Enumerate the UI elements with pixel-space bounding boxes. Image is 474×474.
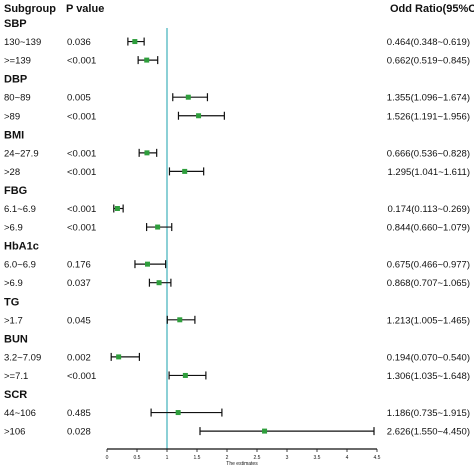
point-estimate (175, 410, 181, 416)
p-value: <0.001 (67, 371, 96, 382)
subgroup-label: 6.0~6.9 (4, 260, 36, 271)
or-ci-label: 0.666(0.536~0.828) (387, 148, 470, 159)
x-axis-label: The estimates (226, 461, 258, 467)
group-label: TG (4, 296, 19, 308)
group-label: BMI (4, 129, 24, 141)
or-ci-label: 0.844(0.660~1.079) (387, 223, 470, 234)
subgroup-label: 24~27.9 (4, 148, 39, 159)
subgroup-label: >89 (4, 111, 20, 122)
group-label: SCR (4, 389, 27, 401)
subgroup-label: >=139 (4, 56, 31, 67)
or-ci-label: 2.626(1.550~4.450) (387, 427, 470, 438)
point-estimate (182, 372, 188, 378)
point-estimate (145, 261, 150, 267)
p-value: <0.001 (67, 148, 96, 159)
subgroup-label: >6.9 (4, 278, 23, 289)
x-tick-label: 4 (346, 455, 349, 461)
x-tick-label: 2 (226, 455, 229, 461)
point-estimate (156, 280, 162, 286)
x-tick-label: 0.5 (134, 455, 141, 461)
subgroup-label: >28 (4, 167, 20, 178)
header-subgroup: Subgroup (4, 3, 56, 15)
p-value: <0.001 (67, 204, 96, 215)
point-estimate (116, 354, 122, 360)
point-estimate (144, 57, 150, 63)
subgroup-label: >6.9 (4, 223, 23, 234)
or-ci-label: 0.675(0.466~0.977) (387, 260, 470, 271)
x-tick-label: 1.5 (194, 455, 201, 461)
or-ci-label: 0.174(0.113~0.269) (388, 204, 471, 215)
p-value: 0.045 (67, 315, 91, 326)
subgroup-label: 130~139 (4, 37, 41, 48)
subgroup-label: >=7.1 (4, 371, 28, 382)
point-estimate (185, 94, 191, 100)
header-pvalue: P value (66, 3, 104, 15)
or-ci-label: 0.194(0.070~0.540) (387, 352, 470, 363)
p-value: 0.037 (67, 278, 91, 289)
point-estimate (177, 317, 183, 323)
point-estimate (262, 428, 268, 434)
p-value: <0.001 (67, 56, 96, 67)
subgroup-label: 6.1~6.9 (4, 204, 36, 215)
point-estimate (132, 39, 138, 45)
x-tick-label: 3.5 (314, 455, 321, 461)
group-label: FBG (4, 185, 27, 197)
x-tick-label: 0 (106, 455, 109, 461)
subgroup-label: 80~89 (4, 93, 31, 104)
subgroup-label: >1.7 (4, 315, 23, 326)
p-value: 0.176 (67, 260, 91, 271)
plot-area: SBP 130~139 0.036 0.464(0.348~0.619) >=139 <0… (4, 18, 470, 467)
group-label: BUN (4, 333, 28, 345)
p-value: 0.005 (67, 93, 91, 104)
p-value: 0.036 (67, 37, 91, 48)
x-tick-label: 4.5 (374, 455, 381, 461)
p-value: 0.028 (67, 427, 91, 438)
p-value: 0.002 (67, 352, 91, 363)
point-estimate (182, 168, 188, 174)
or-ci-label: 1.295(1.041~1.611) (388, 167, 471, 178)
or-ci-label: 0.662(0.519~0.845) (387, 56, 470, 67)
p-value: <0.001 (67, 223, 96, 234)
point-estimate (114, 206, 120, 211)
p-value: 0.485 (67, 408, 91, 419)
or-ci-label: 1.213(1.005~1.465) (387, 315, 470, 326)
or-ci-label: 1.355(1.096~1.674) (387, 93, 470, 104)
point-estimate (144, 150, 150, 156)
subgroup-label: 44~106 (4, 408, 36, 419)
or-ci-label: 0.464(0.348~0.619) (387, 37, 470, 48)
header-odd-ratio: Odd Ratio(95%CI) (390, 3, 474, 15)
p-value: <0.001 (67, 167, 96, 178)
or-ci-label: 1.526(1.191~1.956) (387, 111, 470, 122)
or-ci-label: 1.186(0.735~1.915) (387, 408, 470, 419)
group-label: SBP (4, 18, 27, 30)
group-label: HbA1c (4, 241, 39, 253)
p-value: <0.001 (67, 111, 96, 122)
or-ci-label: 1.306(1.035~1.648) (387, 371, 470, 382)
subgroup-label: 3.2~7.09 (4, 352, 41, 363)
x-tick-label: 1 (166, 455, 169, 461)
x-tick-label: 2.5 (254, 455, 261, 461)
or-ci-label: 0.868(0.707~1.065) (387, 278, 470, 289)
subgroup-label: >106 (4, 427, 25, 438)
x-tick-label: 3 (286, 455, 289, 461)
point-estimate (196, 113, 202, 119)
point-estimate (155, 224, 161, 230)
group-label: DBP (4, 74, 27, 86)
